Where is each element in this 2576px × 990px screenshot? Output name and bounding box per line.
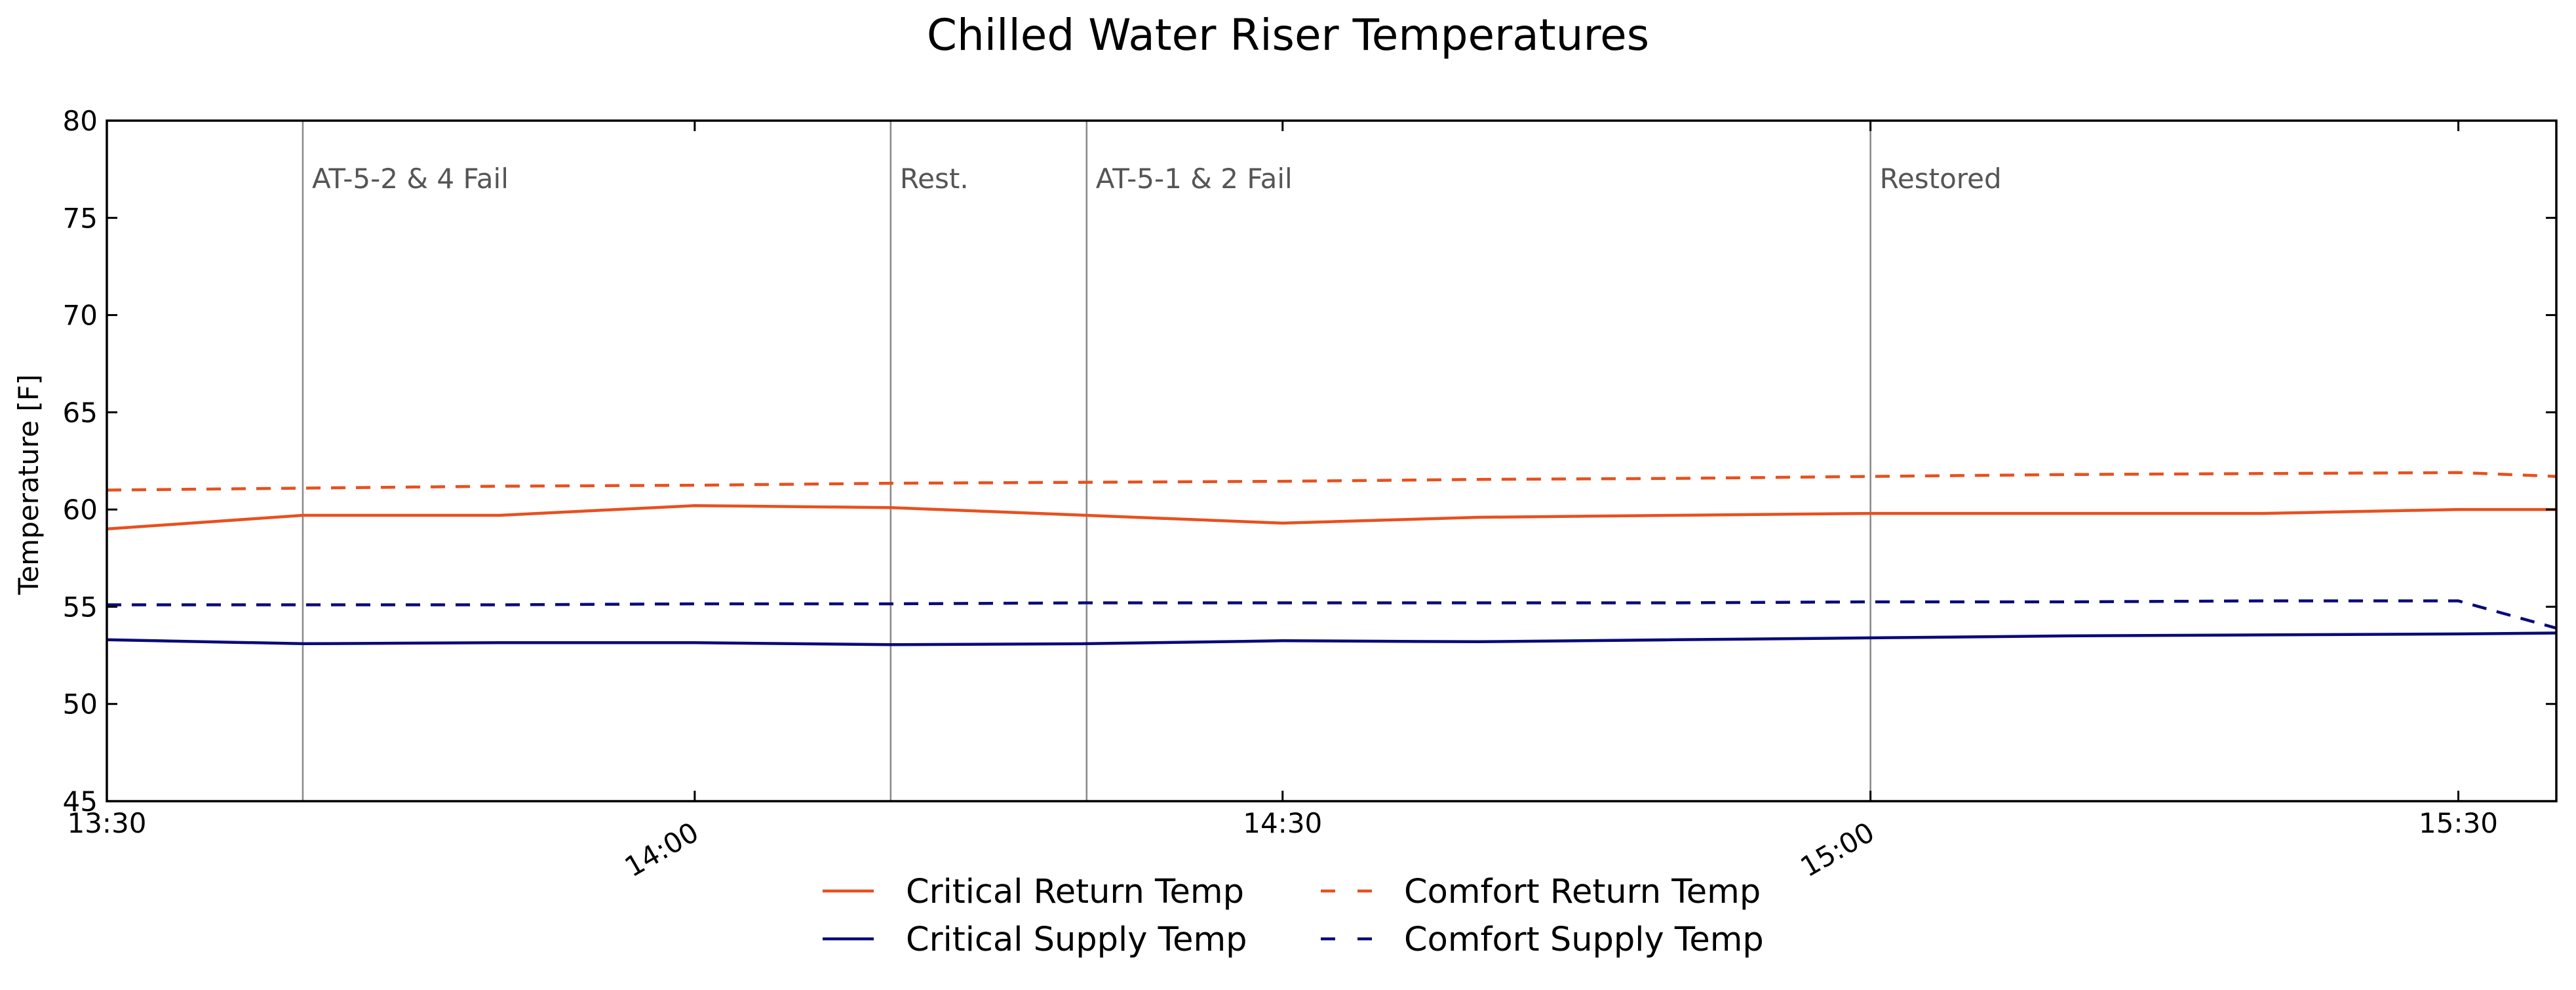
- legend-label: Comfort Supply Temp: [1404, 921, 1764, 959]
- chart-title: Chilled Water Riser Temperatures: [927, 10, 1649, 60]
- x-tick-label: 14:00: [619, 816, 704, 883]
- legend: Critical Return Temp Critical Supply Temp…: [823, 873, 1764, 959]
- y-tick-label: 75: [63, 202, 98, 234]
- legend-label: Critical Supply Temp: [906, 921, 1247, 959]
- event-label: Restored: [1880, 163, 2002, 195]
- event-label: AT-5-1 & 2 Fail: [1096, 163, 1293, 195]
- x-tick-label: 15:00: [1795, 816, 1879, 883]
- x-tick-label: 14:30: [1243, 807, 1322, 839]
- y-tick-label: 80: [63, 105, 98, 137]
- y-tick-label: 65: [63, 397, 98, 429]
- series-line: [106, 504, 2556, 531]
- event-label: Rest.: [900, 163, 969, 195]
- y-tick-label: 70: [63, 300, 98, 332]
- series-line: [106, 471, 2557, 492]
- y-tick-label: 55: [63, 591, 98, 623]
- plot-frame: [106, 119, 2558, 802]
- x-tick-label: 15:30: [2419, 807, 2498, 839]
- series-line: [107, 599, 2557, 630]
- y-axis-label: Temperature [F]: [12, 374, 45, 595]
- x-tick-label: 13:30: [67, 807, 146, 839]
- event-label: AT-5-2 & 4 Fail: [312, 163, 509, 195]
- y-tick-label: 50: [63, 688, 98, 721]
- series-line: [106, 631, 2557, 646]
- y-tick-label: 45: [63, 785, 98, 818]
- legend-label: Comfort Return Temp: [1404, 873, 1761, 911]
- y-tick-label: 60: [63, 494, 98, 526]
- legend-label: Critical Return Temp: [906, 873, 1244, 911]
- plot-area: AT-5-2 & 4 Fail Rest. AT-5-1 & 2 Fail Resto…: [63, 105, 2558, 883]
